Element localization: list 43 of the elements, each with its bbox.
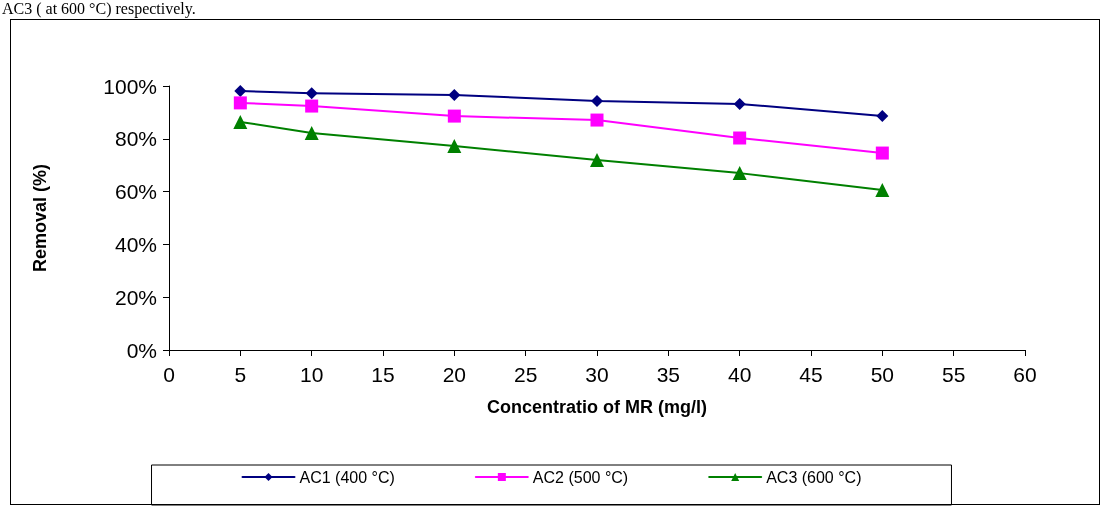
y-tick-label: 40% — [114, 232, 157, 256]
y-tick-label: 20% — [114, 285, 157, 309]
x-tick-label: 20 — [442, 363, 467, 386]
x-tick-label: 40 — [727, 363, 752, 386]
point — [590, 113, 604, 127]
x-tick-label: 10 — [299, 363, 324, 386]
x-tick-label: 55 — [941, 363, 966, 386]
point — [733, 131, 747, 145]
x-axis-title: Concentratio of MR (mg/l) — [487, 397, 707, 417]
x-tick-label: 15 — [371, 363, 395, 386]
y-tick-label: 100% — [103, 74, 157, 98]
point — [447, 109, 461, 123]
x-tick-label: 50 — [870, 363, 895, 386]
point — [305, 99, 319, 113]
y-tick-label: 60% — [114, 180, 157, 204]
point — [304, 125, 319, 140]
legend-label: AC2 (500 °C) — [532, 468, 629, 486]
x-tick-label: 5 — [234, 363, 247, 386]
point — [233, 96, 247, 110]
point — [733, 97, 746, 110]
point — [305, 87, 318, 100]
point — [875, 183, 890, 198]
x-tick-label: 35 — [656, 363, 681, 386]
legend-label: AC1 (400 °C) — [299, 468, 395, 486]
point — [448, 88, 461, 101]
x-tick-label: 45 — [799, 363, 823, 386]
point — [876, 110, 889, 123]
text: AC3 ( at 600 °C) respectively. — [2, 0, 196, 18]
x-tick-label: 0 — [163, 363, 175, 386]
y-tick-label: 80% — [114, 127, 157, 151]
legend-label: AC3 (600 °C) — [766, 468, 862, 486]
point — [447, 138, 462, 153]
x-tick-label: 25 — [513, 363, 538, 386]
point — [875, 146, 889, 160]
y-axis-title: Removal (%) — [30, 163, 50, 273]
x-tick-label: 60 — [1013, 363, 1037, 386]
point — [234, 85, 247, 98]
point — [732, 166, 747, 181]
y-tick-label: 0% — [126, 338, 157, 362]
point — [590, 152, 604, 167]
x-tick-label: 30 — [585, 363, 609, 386]
point — [233, 114, 248, 129]
point — [591, 95, 603, 108]
